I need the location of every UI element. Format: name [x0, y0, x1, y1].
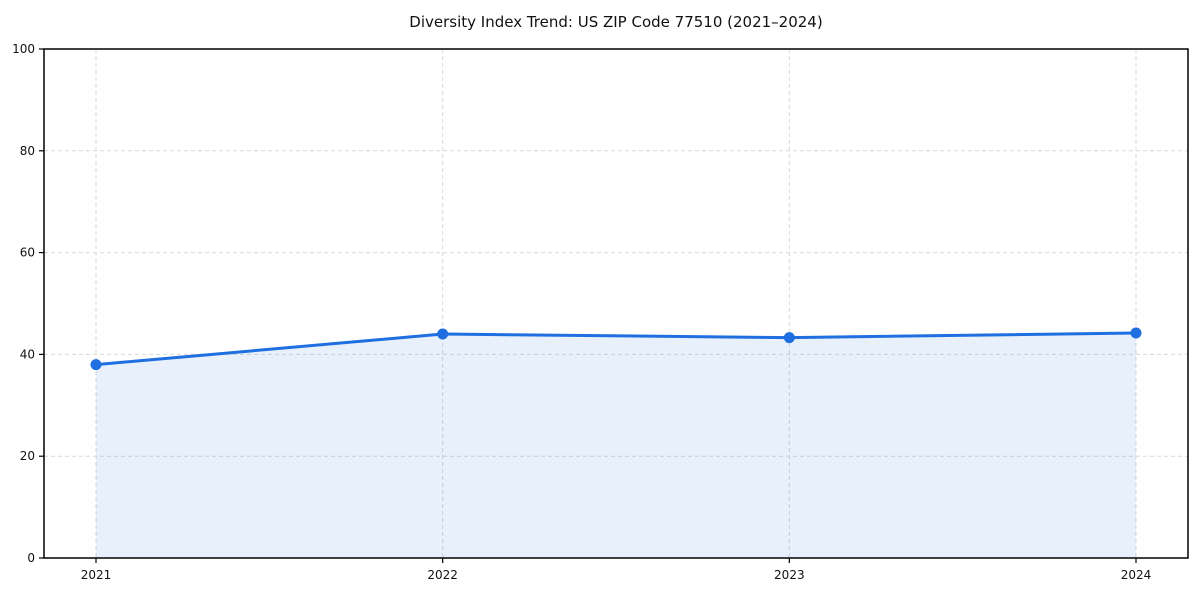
y-tick-label: 40: [20, 347, 35, 361]
data-point-marker: [1130, 327, 1142, 339]
x-tick-label: 2022: [427, 568, 458, 582]
chart-title: Diversity Index Trend: US ZIP Code 77510…: [409, 13, 823, 31]
area-fill: [96, 333, 1136, 558]
y-tick-label: 60: [20, 246, 35, 260]
data-point-marker: [90, 359, 102, 371]
x-tick-label: 2024: [1121, 568, 1152, 582]
plot-frame: [43, 48, 1189, 559]
y-tick-label: 80: [20, 144, 35, 158]
y-tick-label: 20: [20, 449, 35, 463]
y-tick-label: 100: [12, 42, 35, 56]
y-tick-label: 0: [27, 551, 35, 565]
x-tick-label: 2021: [81, 568, 112, 582]
data-point-marker: [783, 332, 795, 344]
data-point-marker: [437, 328, 449, 340]
trend-line: [94, 331, 1138, 367]
x-tick-label: 2023: [774, 568, 805, 582]
